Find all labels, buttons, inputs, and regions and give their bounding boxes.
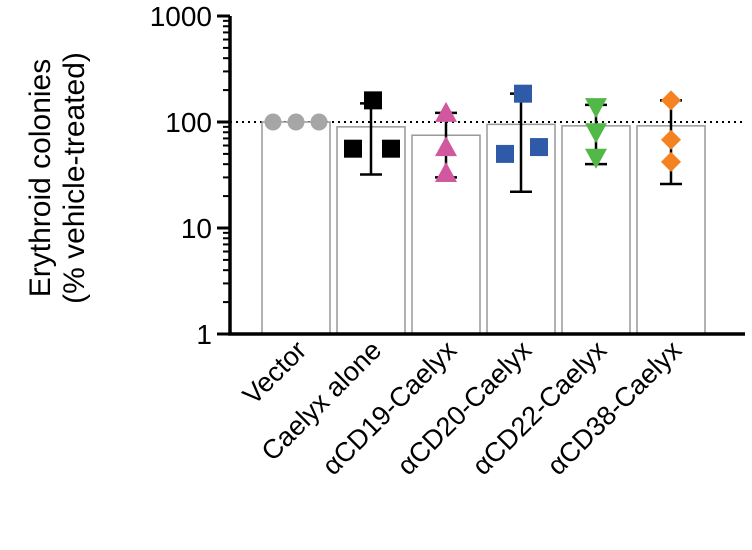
data-point	[264, 113, 282, 131]
y-axis-label-line2: (% vehicle-treated)	[58, 52, 91, 304]
y-axis-label-line1: Erythroid colonies	[24, 59, 57, 297]
data-point	[514, 84, 532, 103]
data-point	[310, 113, 328, 131]
data-point	[435, 162, 457, 183]
x-tick-label: αCD19-Caelyx	[316, 335, 462, 481]
x-tick-label: αCD20-Caelyx	[391, 335, 537, 481]
data-point	[496, 144, 514, 163]
data-point	[585, 123, 607, 144]
y-tick-label: 1000	[150, 1, 212, 32]
data-point	[585, 98, 607, 119]
y-tick-label: 10	[181, 213, 212, 244]
data-point	[661, 151, 681, 172]
data-point	[585, 148, 607, 169]
data-point	[661, 129, 681, 150]
data-point	[344, 139, 362, 158]
x-tick-label: αCD38-Caelyx	[541, 335, 687, 481]
data-point	[435, 136, 457, 157]
data-point	[287, 113, 305, 131]
bar	[261, 121, 331, 335]
y-axis-label: Erythroid colonies (% vehicle-treated)	[24, 52, 91, 304]
data-point	[530, 138, 548, 157]
data-point	[382, 139, 400, 158]
data-point	[364, 91, 382, 110]
data-point	[661, 90, 681, 111]
y-tick-label: 100	[165, 107, 212, 138]
x-tick-label: αCD22-Caelyx	[466, 335, 612, 481]
y-tick-label: 1	[196, 319, 212, 350]
data-point	[435, 101, 457, 122]
